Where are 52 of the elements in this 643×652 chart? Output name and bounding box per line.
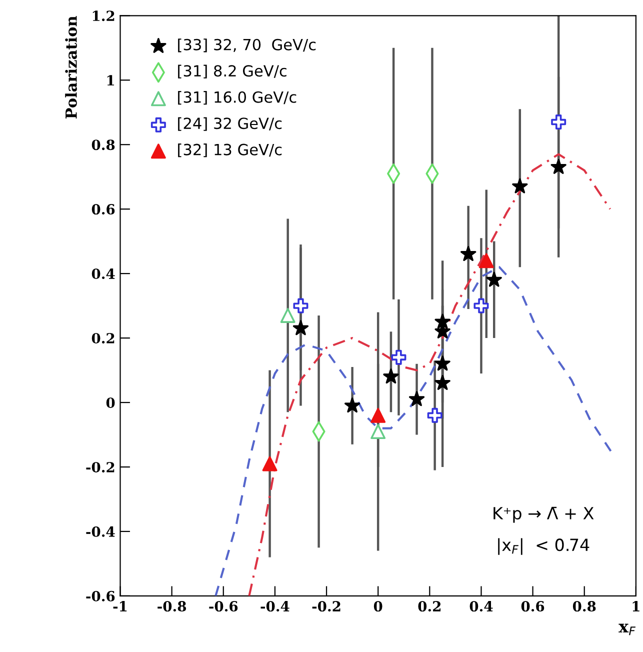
- y-tick-label: 1: [107, 75, 114, 86]
- legend-label: [24] 32 GeV/c: [178, 117, 282, 131]
- point: [550, 158, 566, 174]
- point: [474, 298, 489, 314]
- y-tick-label: 0.8: [92, 140, 115, 150]
- x-tick-label: 0.4: [470, 601, 493, 612]
- y-tick-label: 0: [106, 397, 115, 408]
- y-tick-label: -0.2: [86, 462, 114, 472]
- point: [512, 178, 528, 194]
- point: [460, 246, 476, 262]
- x-tick-label: -0.8: [158, 601, 186, 612]
- point: [408, 391, 425, 406]
- point: [370, 424, 386, 440]
- x-tick-label: 0: [374, 601, 382, 612]
- y-tick-label: 0.6: [92, 204, 115, 215]
- x-tick-label: 0.2: [418, 601, 440, 612]
- y-tick-label: -0.4: [86, 526, 115, 537]
- legend-label: [31] 16.0 GeV/c: [178, 91, 296, 105]
- point: [434, 356, 450, 371]
- line-series: [214, 266, 614, 596]
- x-tick-label: -0.2: [312, 601, 340, 612]
- point: [280, 308, 296, 323]
- annotation: |x$_{F}$| < 0.74: [498, 538, 590, 555]
- point: [370, 408, 386, 423]
- point: [262, 456, 278, 472]
- legend-label: [31] 8.2 GeV/c: [178, 64, 286, 78]
- y-tick-label: 0.2: [92, 332, 114, 344]
- x-axis-title: x$_{F}$: [618, 624, 636, 636]
- annotation: K⁺p → Λ̄ + X: [494, 506, 594, 523]
- x-tick-label: -1: [113, 601, 127, 612]
- x-tick-label: 0.8: [572, 601, 596, 612]
- y-tick-label: -0.6: [86, 590, 115, 602]
- point: [293, 298, 308, 314]
- point: [383, 368, 399, 384]
- point: [292, 320, 309, 336]
- x-tick-label: -0.6: [209, 601, 238, 612]
- point: [427, 408, 442, 423]
- y-axis-title: Polarization: [65, 16, 77, 118]
- point: [344, 398, 360, 413]
- point: [434, 374, 450, 390]
- point: [434, 314, 450, 329]
- y-tick-label: 1.2: [92, 10, 114, 22]
- point: [478, 253, 494, 268]
- x-tick-label: 1: [632, 601, 640, 612]
- x-tick-label: 0.6: [521, 601, 544, 612]
- legend-label: [33] 32, 70 GeV/c: [178, 38, 316, 52]
- point: [551, 114, 566, 130]
- legend-label: [32] 13 GeV/c: [178, 144, 282, 158]
- y-tick-label: 0.4: [92, 268, 115, 280]
- point: [391, 350, 406, 365]
- point: [486, 272, 502, 287]
- x-tick-label: -0.4: [260, 601, 290, 612]
